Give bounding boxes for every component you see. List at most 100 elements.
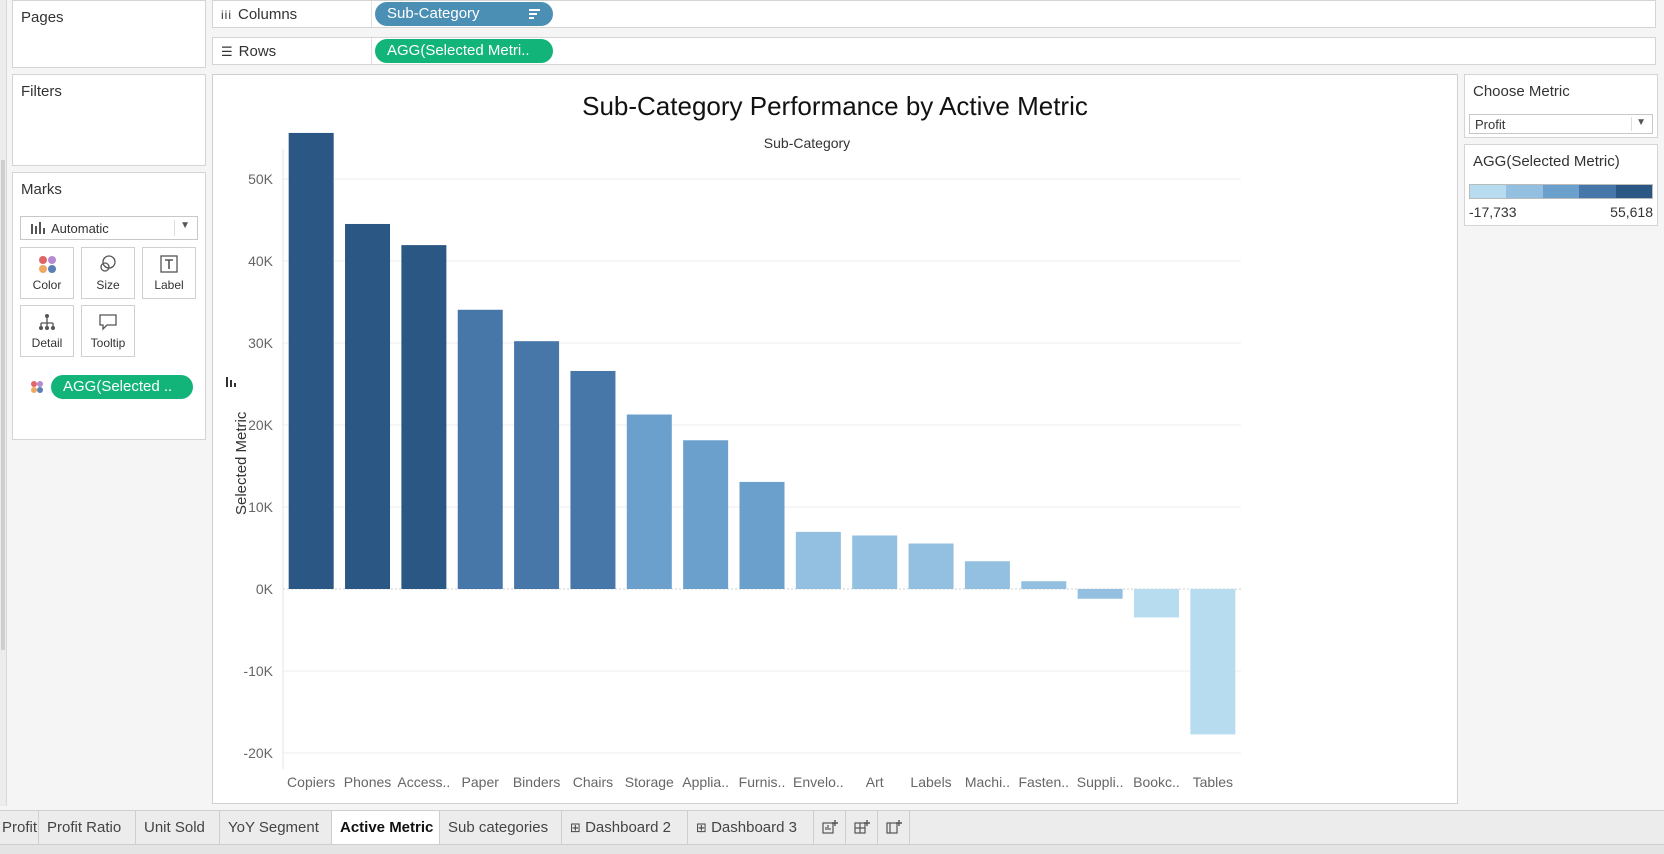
marks-size-button[interactable]: Size [81, 247, 135, 299]
dropdown-divider [1631, 117, 1632, 131]
x-tick-label: Machi.. [965, 774, 1010, 790]
tab-label: Dashboard 2 [585, 819, 671, 836]
bar-suppli[interactable] [1077, 589, 1123, 599]
y-axis-sort-icon[interactable] [226, 377, 236, 387]
bar-chart[interactable]: Sub-Category Performance by Active Metri… [213, 75, 1457, 803]
rows-icon: ☰ [221, 43, 233, 59]
tab-sub-categories[interactable]: Sub categories [440, 811, 562, 844]
tab-label: Profit Ratio [47, 819, 122, 836]
tab-label: Sub categories [448, 819, 549, 836]
new-story-icon [885, 820, 902, 834]
marks-label-button[interactable]: Label [142, 247, 196, 299]
bar-applia[interactable] [683, 440, 729, 589]
status-bar [0, 844, 1664, 854]
bar-bookc[interactable] [1133, 589, 1179, 618]
tab-unit-sold[interactable]: Unit Sold [136, 811, 220, 844]
chart-view[interactable]: Sub-Category Performance by Active Metri… [212, 74, 1458, 804]
columns-pill-sub-category[interactable]: Sub-Category [375, 2, 553, 26]
rows-label: Rows [238, 43, 277, 60]
marks-label-label: Label [154, 278, 184, 292]
legend-swatch-2 [1542, 185, 1580, 198]
marks-detail-button[interactable]: Detail [20, 305, 74, 357]
color-encoding-icon [30, 380, 44, 399]
y-tick-label: 10K [248, 499, 274, 515]
x-tick-label: Access.. [397, 774, 450, 790]
tab-dashboard-3[interactable]: ⊞ Dashboard 3 [688, 811, 814, 844]
pages-card[interactable]: Pages [12, 0, 206, 68]
tab-label: Profit [2, 819, 38, 836]
tab-yoy-segment[interactable]: YoY Segment [220, 811, 332, 844]
size-icon [82, 254, 134, 274]
dropdown-divider [174, 220, 175, 236]
filters-label: Filters [21, 83, 62, 100]
bar-envelo[interactable] [795, 531, 841, 589]
tab-active-metric[interactable]: Active Metric [332, 811, 440, 844]
bar-binders[interactable] [514, 341, 560, 589]
new-dashboard-icon [853, 820, 870, 834]
color-legend-card[interactable]: AGG(Selected Metric) -17,733 55,618 [1464, 144, 1658, 226]
tab-profit-ratio[interactable]: Profit Ratio [39, 811, 136, 844]
columns-icon: iii [221, 7, 232, 22]
parameter-title: Choose Metric [1473, 83, 1570, 100]
new-dashboard-button[interactable] [846, 811, 878, 844]
mark-type-dropdown[interactable]: Automatic ▼ [20, 216, 198, 240]
x-tick-label: Paper [462, 774, 500, 790]
bar-copiers[interactable] [288, 132, 334, 589]
x-tick-label: Art [866, 774, 884, 790]
filters-card[interactable]: Filters [12, 74, 206, 166]
scrollbar-thumb[interactable] [1, 160, 5, 650]
marks-detail-label: Detail [31, 336, 63, 350]
x-tick-label: Fasten.. [1018, 774, 1069, 790]
shelf-divider [371, 1, 372, 27]
parameter-card[interactable]: Choose Metric Profit ▼ [1464, 74, 1658, 138]
columns-label: Columns [238, 6, 298, 23]
marks-tooltip-button[interactable]: Tooltip [81, 305, 135, 357]
marks-color-field-pill[interactable]: AGG(Selected .. [51, 375, 193, 399]
metric-dropdown[interactable]: Profit ▼ [1469, 114, 1653, 134]
bar-fasten[interactable] [1021, 581, 1067, 589]
rows-pill-label: AGG(Selected Metri.. [387, 42, 530, 59]
mark-type-value: Automatic [51, 221, 109, 236]
legend-swatch-0 [1470, 185, 1507, 198]
bar-labels[interactable] [908, 543, 954, 589]
bar-furnis[interactable] [739, 481, 785, 589]
marks-color-label: Color [32, 278, 62, 292]
bar-chairs[interactable] [570, 370, 616, 589]
legend-title: AGG(Selected Metric) [1473, 153, 1620, 170]
x-tick-label: Envelo.. [793, 774, 844, 790]
tab-label: Active Metric [340, 819, 434, 836]
marks-label: Marks [21, 181, 62, 198]
columns-pill-label: Sub-Category [387, 5, 480, 22]
bar-phones[interactable] [345, 223, 391, 589]
marks-card[interactable]: Marks Automatic ▼ Color Size Label Detai… [12, 172, 206, 440]
bar-tables[interactable] [1190, 589, 1236, 735]
legend-max-label: 55,618 [1610, 204, 1653, 220]
tab-dashboard-2[interactable]: ⊞ Dashboard 2 [562, 811, 688, 844]
tab-profit[interactable]: Profit [0, 811, 39, 844]
x-tick-label: Bookc.. [1133, 774, 1180, 790]
bar-paper[interactable] [457, 309, 503, 589]
marks-color-button[interactable]: Color [20, 247, 74, 299]
rows-pill-selected-metric[interactable]: AGG(Selected Metri.. [375, 39, 553, 63]
y-axis-title: Selected Metric [233, 411, 250, 515]
left-edge-scrollbar[interactable] [0, 0, 7, 806]
y-tick-label: 0K [256, 581, 274, 597]
y-tick-label: 50K [248, 171, 274, 187]
new-worksheet-button[interactable] [814, 811, 846, 844]
legend-swatch-1 [1506, 185, 1543, 198]
marks-field-pill-label: AGG(Selected .. [63, 378, 173, 395]
chevron-down-icon: ▼ [180, 220, 190, 231]
bar-access[interactable] [401, 245, 447, 590]
bar-art[interactable] [852, 535, 898, 589]
color-ramp [1469, 184, 1653, 199]
tab-label: Unit Sold [144, 819, 205, 836]
new-story-button[interactable] [878, 811, 910, 844]
bar-machi[interactable] [964, 561, 1010, 589]
legend-swatch-4 [1615, 185, 1653, 198]
bar-storage[interactable] [626, 414, 672, 589]
tab-label: YoY Segment [228, 819, 319, 836]
columns-shelf[interactable]: iii Columns Sub-Category [212, 0, 1656, 28]
rows-shelf[interactable]: ☰ Rows AGG(Selected Metri.. [212, 37, 1656, 65]
x-tick-label: Labels [910, 774, 951, 790]
sort-icon [529, 2, 541, 26]
